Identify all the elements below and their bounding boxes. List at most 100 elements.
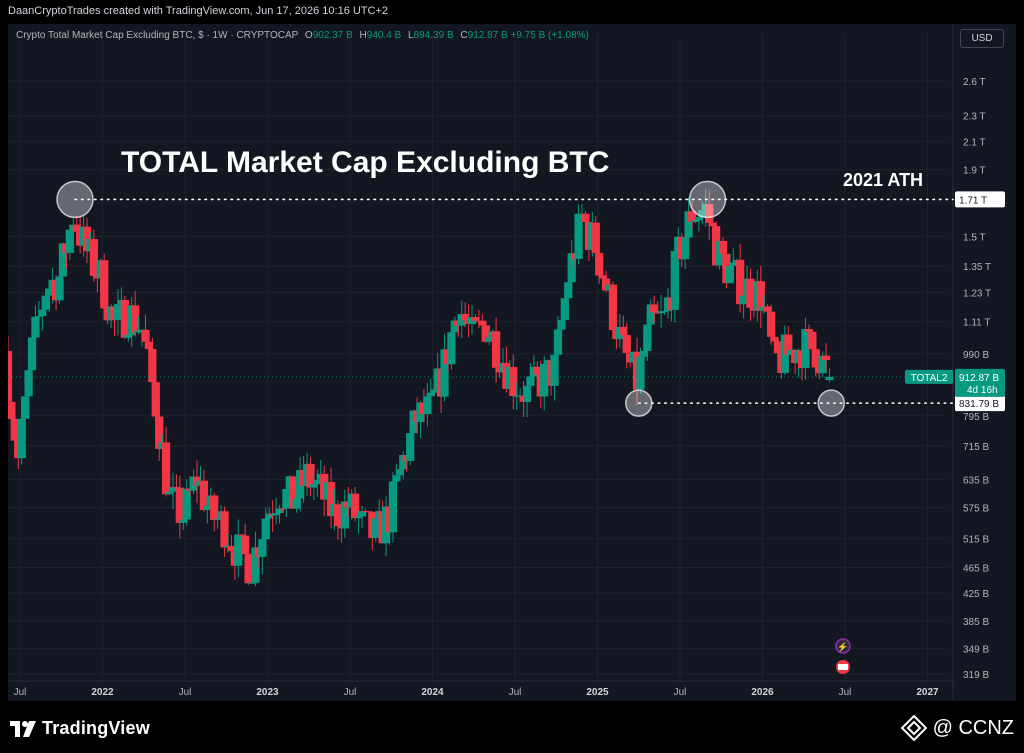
highlight-circle <box>625 389 653 417</box>
candle-body <box>172 487 181 489</box>
candle-body <box>65 229 74 253</box>
candle-body <box>203 505 212 510</box>
candle-body <box>21 396 30 419</box>
top-bar: DaanCryptoTrades created with TradingVie… <box>0 0 1024 24</box>
candle-body <box>622 334 631 353</box>
candle-body <box>364 511 374 513</box>
candle-body <box>650 304 659 313</box>
candle-body <box>134 330 143 333</box>
reference-label: 1.71 T <box>959 195 987 206</box>
candle-body <box>656 311 666 314</box>
candle-body <box>564 282 573 299</box>
reference-label-bg <box>955 191 1005 208</box>
candle-body <box>821 355 831 361</box>
candle-body <box>265 513 274 519</box>
candle-body <box>131 305 140 333</box>
candle-body <box>148 348 157 383</box>
chart-window[interactable]: 2.6 T 2.3 T 2.1 T 1.9 T 1.5 T 1.35 T 1.23 T 1.1… <box>8 24 1016 701</box>
candle-body <box>481 325 490 342</box>
candle-body <box>804 329 814 332</box>
y-tick-label: 635 B <box>963 475 989 486</box>
candle-body <box>24 370 33 397</box>
highlight-circle <box>56 180 94 219</box>
highlight-circle <box>688 180 727 219</box>
candle-body <box>681 237 690 260</box>
candle-body <box>234 534 243 566</box>
series-name-badge <box>905 369 953 384</box>
candle-body <box>643 324 652 351</box>
chart-credit: DaanCryptoTrades created with TradingVie… <box>8 5 389 17</box>
candle-body <box>471 317 480 321</box>
candle-body <box>82 226 92 252</box>
candle-body <box>179 519 188 523</box>
candle-body <box>509 367 518 397</box>
candle-body <box>168 487 178 492</box>
x-tick-label: 2022 <box>91 687 114 698</box>
candle-body <box>533 366 542 375</box>
candle-body <box>447 332 456 365</box>
candle-body <box>271 512 281 516</box>
candle-body <box>227 545 236 552</box>
candle-body <box>275 508 284 513</box>
candle-body <box>237 534 246 536</box>
watermark-handle: @ CCNZ <box>932 716 1014 739</box>
candle-body <box>241 535 250 555</box>
candle-body <box>756 281 765 311</box>
x-tick-label: 2023 <box>256 687 279 698</box>
candle-body <box>289 476 298 509</box>
candle-body <box>340 501 349 529</box>
high-label: H <box>359 30 367 41</box>
candle-body <box>725 266 734 284</box>
candle-body <box>708 222 717 227</box>
candle-body <box>746 278 755 308</box>
candle-body <box>639 350 649 357</box>
candle-body <box>220 511 229 548</box>
candle-body <box>763 306 772 312</box>
candle-body <box>698 210 707 218</box>
candle-body <box>333 504 343 527</box>
candle-body <box>141 329 150 342</box>
candle-body <box>739 295 748 305</box>
candle-body <box>27 337 37 371</box>
y-tick-label: 425 B <box>963 589 989 600</box>
y-tick-label: 515 B <box>963 535 989 546</box>
candle-body <box>811 349 820 368</box>
candle-body <box>560 298 569 320</box>
candle-body <box>45 288 54 296</box>
y-tick-label: 575 B <box>963 503 989 514</box>
y-tick-label: 2.1 T <box>963 137 986 148</box>
lightning-icon <box>835 638 851 654</box>
symbol-name: Crypto Total Market Cap Excluding BTC, $… <box>16 30 299 41</box>
candle-body <box>526 376 535 386</box>
y-tick-label: 990 B <box>963 350 989 361</box>
y-tick-label: 795 B <box>963 412 989 423</box>
candle-body <box>770 336 779 342</box>
candle-body <box>687 211 697 222</box>
candle-body <box>155 416 164 449</box>
x-tick-label: Jul <box>179 687 192 698</box>
candle-body <box>522 385 532 402</box>
candle-body <box>261 518 270 540</box>
x-tick-label: 2024 <box>421 687 444 698</box>
candle-body <box>729 262 738 267</box>
bar-countdown: 4d 16h <box>967 385 998 396</box>
candle-body <box>485 337 494 342</box>
candle-body <box>313 480 322 485</box>
x-tick-label: 2025 <box>586 687 609 698</box>
candle-body <box>430 389 439 393</box>
flag-icon-stripe <box>838 664 848 670</box>
currency-button[interactable]: USD <box>960 29 1004 48</box>
candle-body <box>660 311 669 313</box>
candle-body <box>540 363 549 397</box>
x-tick-label: 2027 <box>916 687 939 698</box>
candle-body <box>124 335 133 338</box>
price-chart[interactable]: 2.6 T 2.3 T 2.1 T 1.9 T 1.5 T 1.35 T 1.23 T 1.1… <box>8 24 1016 701</box>
y-tick-label: 385 B <box>963 617 989 628</box>
candle-body <box>38 309 47 317</box>
x-tick-label: Jul <box>839 687 852 698</box>
y-tick-label: 319 B <box>963 670 989 681</box>
candle-body <box>581 213 590 222</box>
tradingview-logo[interactable]: TradingView <box>10 718 150 739</box>
candle-body <box>818 355 827 374</box>
candle-body <box>705 204 714 223</box>
